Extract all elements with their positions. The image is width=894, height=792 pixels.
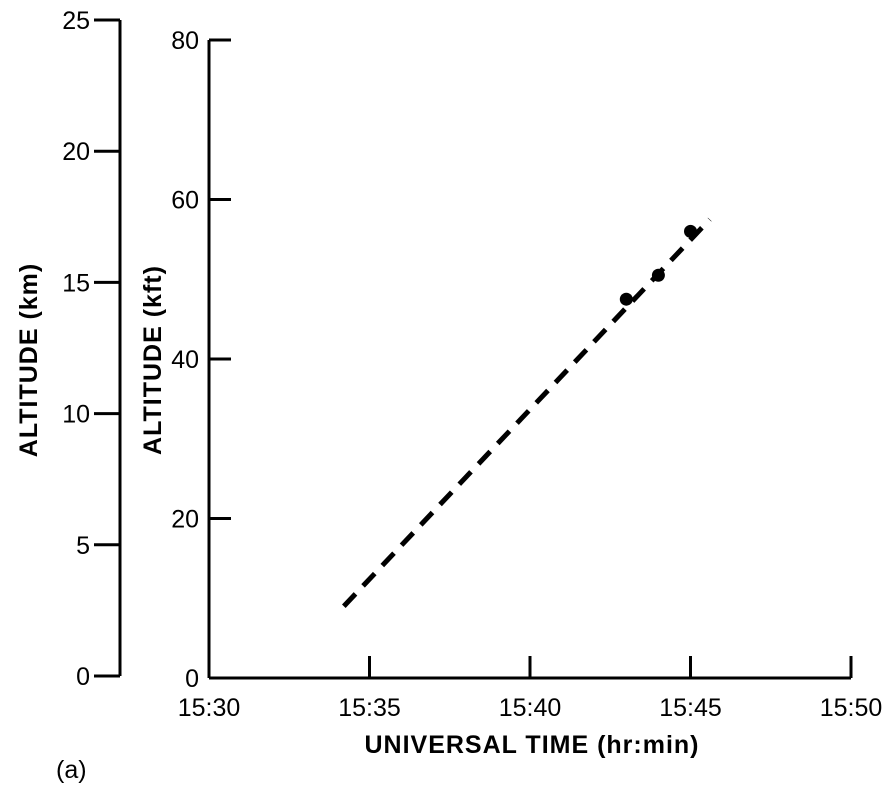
x-axis-title: UNIVERSAL TIME (hr:min) [364, 731, 699, 759]
y-axis-title-km: ALTITUDE (km) [15, 263, 43, 457]
plot-area [342, 217, 712, 608]
data-point [684, 224, 697, 238]
trend-line [342, 217, 712, 608]
x-tick-label: 15:30 [178, 694, 241, 722]
x-tick-label: 15:35 [338, 694, 401, 722]
data-point [619, 292, 633, 306]
y-tick-label-kft: 40 [171, 346, 199, 374]
altitude-km-axis: 0 5 10 15 20 25 [62, 7, 122, 691]
y-tick-label-kft: 60 [171, 187, 199, 215]
y-tick-label-kft: 80 [171, 27, 199, 55]
y-tick-label-kft: 20 [171, 506, 199, 534]
panel-label: (a) [56, 756, 87, 784]
y-tick-label-km: 5 [76, 532, 90, 560]
x-tick-label: 15:50 [820, 694, 883, 722]
y-tick-label-km: 25 [62, 7, 90, 35]
altitude-kft-axis: 0 20 40 60 80 [171, 27, 231, 693]
time-axis: 15:30 15:35 15:40 15:45 15:50 [178, 656, 883, 722]
y-tick-label-km: 10 [62, 401, 90, 429]
y-tick-label-kft: 0 [185, 665, 199, 693]
data-point [651, 268, 665, 282]
x-tick-label: 15:40 [499, 694, 562, 722]
y-tick-label-km: 15 [62, 269, 90, 297]
y-axis-title-kft: ALTITUDE (kft) [139, 265, 167, 455]
x-tick-label: 15:45 [659, 694, 722, 722]
y-tick-label-km: 20 [62, 138, 90, 166]
y-tick-label-km: 0 [76, 663, 90, 691]
